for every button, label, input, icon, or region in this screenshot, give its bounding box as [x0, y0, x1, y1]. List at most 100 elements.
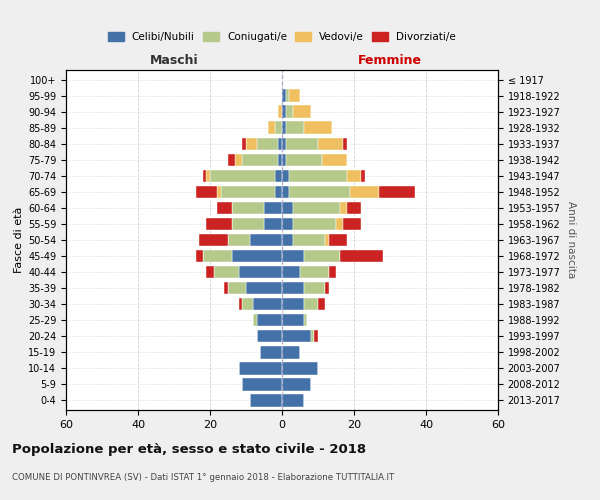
Text: Femmine: Femmine	[358, 54, 422, 67]
Bar	[224, 282, 228, 294]
Bar	[257, 314, 282, 326]
Bar	[340, 202, 347, 214]
Text: COMUNE DI PONTINVREA (SV) - Dati ISTAT 1° gennaio 2018 - Elaborazione TUTTITALIA: COMUNE DI PONTINVREA (SV) - Dati ISTAT 1…	[12, 472, 394, 482]
Bar	[221, 186, 275, 198]
Bar	[304, 250, 340, 262]
Bar	[282, 122, 286, 134]
Bar	[286, 154, 322, 166]
Bar	[217, 186, 221, 198]
Bar	[361, 170, 365, 182]
Bar	[282, 218, 293, 230]
Bar	[282, 362, 318, 374]
Bar	[253, 314, 257, 326]
Y-axis label: Anni di nascita: Anni di nascita	[566, 202, 576, 278]
Bar	[235, 154, 242, 166]
Text: Maschi: Maschi	[149, 54, 199, 67]
Bar	[286, 90, 289, 102]
Bar	[206, 170, 210, 182]
Bar	[196, 186, 217, 198]
Bar	[278, 138, 282, 150]
Bar	[199, 234, 228, 246]
Bar	[282, 90, 286, 102]
Bar	[228, 282, 246, 294]
Bar	[232, 250, 282, 262]
Bar	[282, 154, 286, 166]
Bar	[257, 330, 282, 342]
Bar	[278, 106, 282, 118]
Bar	[314, 330, 318, 342]
Bar	[264, 202, 282, 214]
Bar	[289, 170, 347, 182]
Bar	[268, 122, 275, 134]
Bar	[228, 154, 235, 166]
Bar	[347, 170, 361, 182]
Bar	[253, 298, 282, 310]
Bar	[329, 266, 336, 278]
Bar	[278, 154, 282, 166]
Bar	[282, 106, 286, 118]
Bar	[282, 314, 304, 326]
Bar	[300, 266, 329, 278]
Bar	[282, 346, 300, 358]
Bar	[242, 154, 278, 166]
Bar	[325, 234, 329, 246]
Bar	[329, 234, 347, 246]
Bar	[203, 170, 206, 182]
Bar	[289, 186, 350, 198]
Bar	[239, 298, 242, 310]
Bar	[275, 186, 282, 198]
Bar	[282, 138, 286, 150]
Legend: Celibi/Nubili, Coniugati/e, Vedovi/e, Divorziati/e: Celibi/Nubili, Coniugati/e, Vedovi/e, Di…	[104, 28, 460, 46]
Bar	[214, 266, 239, 278]
Bar	[343, 218, 361, 230]
Bar	[246, 282, 282, 294]
Bar	[232, 202, 264, 214]
Bar	[318, 298, 325, 310]
Bar	[293, 106, 311, 118]
Bar	[379, 186, 415, 198]
Bar	[250, 234, 282, 246]
Bar	[206, 218, 232, 230]
Bar	[242, 298, 253, 310]
Bar	[264, 218, 282, 230]
Bar	[325, 282, 329, 294]
Bar	[282, 250, 304, 262]
Bar	[217, 202, 232, 214]
Bar	[304, 314, 307, 326]
Bar	[246, 138, 257, 150]
Bar	[282, 186, 289, 198]
Bar	[232, 218, 264, 230]
Bar	[282, 378, 311, 390]
Bar	[293, 218, 336, 230]
Bar	[304, 298, 318, 310]
Bar	[203, 250, 232, 262]
Bar	[304, 282, 325, 294]
Bar	[260, 346, 282, 358]
Bar	[286, 106, 293, 118]
Bar	[350, 186, 379, 198]
Bar	[196, 250, 203, 262]
Bar	[282, 234, 293, 246]
Bar	[282, 298, 304, 310]
Bar	[343, 138, 347, 150]
Bar	[282, 170, 289, 182]
Bar	[275, 170, 282, 182]
Bar	[242, 138, 246, 150]
Bar	[318, 138, 343, 150]
Bar	[286, 138, 318, 150]
Bar	[239, 362, 282, 374]
Bar	[311, 330, 314, 342]
Bar	[282, 266, 300, 278]
Bar	[239, 266, 282, 278]
Bar	[322, 154, 347, 166]
Bar	[347, 202, 361, 214]
Bar	[289, 90, 300, 102]
Y-axis label: Fasce di età: Fasce di età	[14, 207, 24, 273]
Bar	[282, 202, 293, 214]
Bar	[250, 394, 282, 406]
Bar	[293, 202, 340, 214]
Bar	[286, 122, 304, 134]
Bar	[210, 170, 275, 182]
Bar	[275, 122, 282, 134]
Bar	[206, 266, 214, 278]
